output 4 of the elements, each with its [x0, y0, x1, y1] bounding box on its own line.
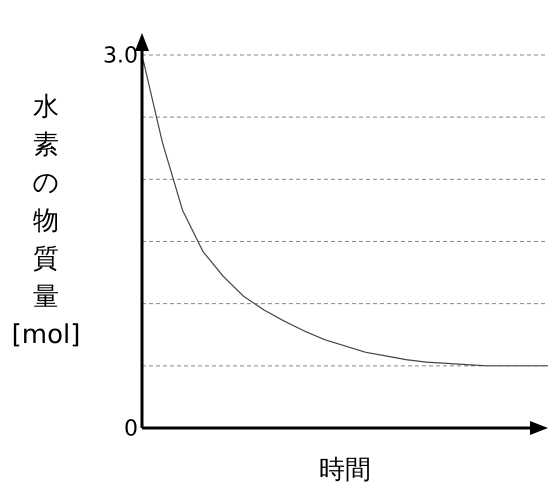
y-axis-title: 水素の物質量[mol] [12, 92, 80, 350]
y-tick-label: 0 [124, 416, 138, 442]
y-tick-label: 3.0 [103, 44, 138, 69]
x-axis-title: 時間 [319, 455, 371, 485]
